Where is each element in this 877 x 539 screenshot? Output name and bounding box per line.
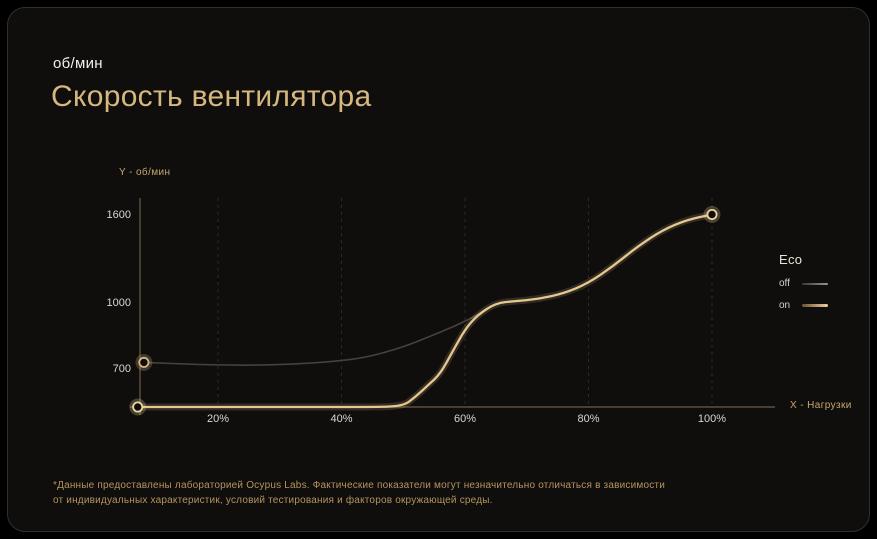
footnote-line-2: от индивидуальных характеристик, условий…: [53, 494, 493, 506]
series-on-line: [136, 213, 714, 409]
on-line-swatch: [802, 304, 828, 307]
x-tick-label-60: 60%: [453, 413, 477, 425]
marker-off-start: [138, 356, 150, 368]
x-tick-label-100: 100%: [697, 413, 727, 425]
x-tick-label-40: 40%: [330, 413, 353, 425]
series-off-line: [143, 213, 713, 366]
unit-label: об/мин: [53, 55, 103, 72]
off-line-swatch: [802, 282, 828, 285]
legend-title: Eco: [779, 252, 803, 267]
marker-on-end: [706, 208, 718, 220]
y-tick-label-1600: 1600: [106, 208, 131, 221]
marker-on-start-glow: [129, 398, 147, 416]
legend: Eco off on: [779, 252, 828, 311]
fan-speed-card: [7, 7, 870, 532]
page-title: Скорость вентилятора: [51, 80, 372, 113]
footnote-line-1: *Данные предоставлены лабораторией Ocypu…: [53, 480, 665, 491]
x-axis-label: X - Нагрузки: [790, 400, 852, 411]
footnote: *Данные предоставлены лабораторией Ocypu…: [53, 479, 665, 508]
legend-item-on: on: [779, 300, 828, 311]
marker-on-end-glow: [703, 206, 721, 223]
series-on-glow: [134, 211, 716, 411]
y-axis-label: Y - об/мин: [119, 167, 171, 178]
x-tick-label-80: 80%: [577, 413, 600, 425]
legend-item-off: off: [779, 278, 828, 289]
marker-on-start: [132, 401, 144, 413]
legend-label-on: on: [779, 300, 791, 311]
y-tick-label-700: 700: [112, 363, 131, 375]
x-tick-label-20: 20%: [206, 413, 230, 425]
y-tick-label-1000: 1000: [106, 297, 131, 309]
legend-label-off: off: [779, 278, 790, 289]
marker-off-start-glow: [135, 353, 153, 371]
